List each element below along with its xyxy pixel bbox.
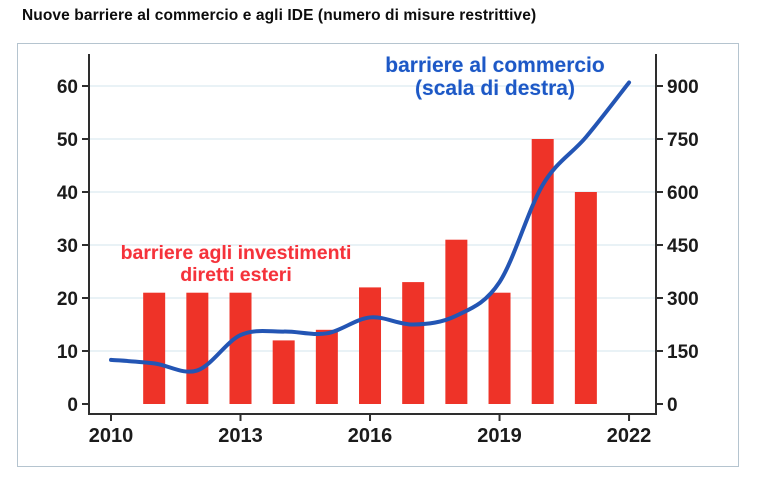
fdi-bar-2019: [488, 292, 511, 404]
left-axis-tick-label: 0: [67, 395, 78, 416]
fdi-bar-2020: [531, 139, 554, 404]
trade-barriers-line: [109, 80, 632, 374]
fdi-bar-2021: [574, 192, 597, 404]
right-axis-tick-label: 600: [667, 183, 699, 204]
chart-panel: 0 10 20 30 40 50 60 0 150 300 450 600 750 900 2010 2013…: [17, 43, 739, 467]
left-axis-tick-label: 30: [57, 236, 78, 257]
left-axis-tick-label: 40: [57, 183, 78, 204]
fdi-bar-2016: [359, 287, 382, 404]
fdi-bar-2013: [229, 292, 252, 404]
x-axis-tick-label: 2013: [218, 425, 263, 447]
right-axis-tick-label: 0: [667, 395, 678, 416]
x-axis-tick-label: 2016: [348, 425, 393, 447]
left-axis-tick-label: 20: [57, 289, 78, 310]
x-axis-tick-label: 2019: [477, 425, 522, 447]
right-axis-tick-label: 150: [667, 342, 699, 363]
left-axis-tick-label: 10: [57, 342, 78, 363]
fdi-bar-2018: [445, 239, 468, 404]
page-title: Nuove barriere al commercio e agli IDE (…: [22, 7, 537, 24]
x-axis-tick-label: 2022: [607, 425, 652, 447]
right-axis-tick-label: 750: [667, 130, 699, 151]
right-axis-tick-label: 900: [667, 77, 699, 98]
right-axis-tick-label: 450: [667, 236, 699, 257]
x-axis-tick-label: 2010: [89, 425, 134, 447]
fdi-bar-2017: [402, 282, 425, 404]
fdi-bar-2015: [315, 329, 338, 404]
fdi-bar-2011: [143, 292, 166, 404]
left-axis-tick-label: 60: [57, 77, 78, 98]
right-axis-tick-label: 300: [667, 289, 699, 310]
left-axis-tick-label: 50: [57, 130, 78, 151]
fdi-bar-2014: [272, 340, 295, 404]
fdi-bar-2012: [186, 292, 209, 404]
